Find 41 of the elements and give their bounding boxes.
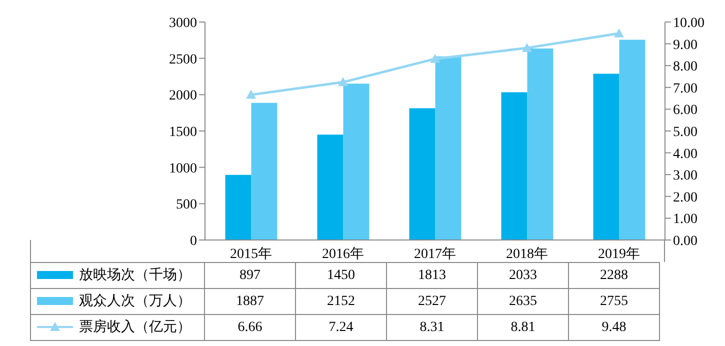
y2-tick-label: 0.00	[673, 234, 698, 249]
data-label: 7.24	[296, 314, 386, 340]
y-tick-label: 500	[176, 198, 197, 213]
data-label: 8.31	[386, 314, 478, 340]
data-label: 2635	[478, 288, 568, 314]
y2-tick-label: 4.00	[673, 146, 698, 162]
legend-label: 观众人次（万人）	[79, 292, 191, 310]
data-label: 2033	[478, 262, 568, 288]
data-label: 897	[204, 262, 296, 288]
y2-tick-label: 9.00	[673, 38, 698, 53]
y2-tick-label: 7.00	[673, 81, 698, 96]
y2-tick-label: 3.00	[673, 168, 698, 184]
y-tick-label: 3000	[169, 16, 197, 31]
legend-label: 放映场次（千场）	[79, 266, 191, 284]
y2-tick-label: 1.00	[673, 212, 698, 228]
data-label: 1450	[296, 262, 386, 288]
y2-tick-label: 2.00	[673, 190, 698, 206]
y-tick-label: 2000	[169, 88, 197, 104]
y2-tick-label: 8.00	[673, 60, 698, 75]
x-tick-label: 2015年	[230, 246, 272, 262]
data-label: 2152	[296, 288, 386, 314]
y2-tick-label: 6.00	[673, 103, 698, 118]
data-label: 1887	[204, 288, 296, 314]
y2-tick-label: 10.00	[673, 16, 704, 31]
data-label: 8.81	[478, 314, 568, 340]
x-tick-label: 2016年	[322, 246, 364, 262]
data-label: 6.66	[204, 314, 296, 340]
x-tick-label: 2019年	[598, 246, 640, 262]
data-label: 2288	[568, 262, 660, 288]
x-tick-label: 2018年	[506, 246, 548, 262]
x-tick-label: 2017年	[414, 246, 456, 262]
y-tick-label: 1500	[169, 124, 197, 140]
data-label: 2755	[568, 288, 660, 314]
y-tick-label: 2500	[169, 52, 197, 68]
y2-tick-label: 5.00	[673, 124, 698, 140]
y-tick-label: 1000	[169, 161, 197, 176]
y-tick-label: 0	[190, 234, 197, 249]
data-label: 2527	[386, 288, 478, 314]
data-label: 1813	[386, 262, 478, 288]
legend-label: 票房收入（亿元）	[79, 318, 191, 336]
data-label: 9.48	[568, 314, 660, 340]
